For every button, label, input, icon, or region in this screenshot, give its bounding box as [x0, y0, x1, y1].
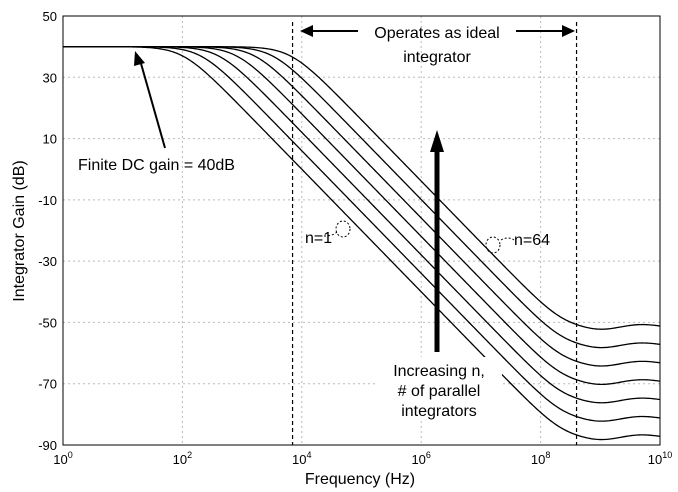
n1-label: n=1	[305, 230, 332, 247]
gain-curves	[63, 45, 661, 441]
dc-gain-arrow	[139, 59, 166, 149]
increasing-n-line1: Increasing n,	[393, 363, 485, 380]
gain-curve	[63, 45, 661, 386]
increasing-n-label-bg	[378, 357, 502, 419]
y-tick-label: -30	[38, 254, 57, 269]
dc-gain-label: Finite DC gain = 40dB	[78, 157, 235, 174]
dc-gain-arrowhead	[134, 51, 145, 66]
n1-marker	[335, 220, 351, 238]
x-tick-labels: 100 102 104 106 108 1010	[53, 450, 672, 467]
y-tick-label: 30	[43, 70, 57, 85]
x-axis-label: Frequency (Hz)	[305, 471, 415, 488]
n1-leader	[323, 231, 338, 237]
region-arrowhead-left	[300, 25, 313, 37]
gain-curve	[63, 45, 661, 404]
ideal-integrator-annotation: Operates as ideal integrator	[300, 25, 575, 66]
n64-leader	[500, 237, 515, 241]
n64-annotation: n=64	[485, 232, 550, 254]
y-tick-label: -70	[38, 377, 57, 392]
x-tick-label: 102	[173, 450, 192, 467]
y-tick-label: -90	[38, 438, 57, 453]
dc-gain-annotation: Finite DC gain = 40dB	[78, 51, 235, 174]
increasing-n-line2: # of parallel	[398, 383, 481, 400]
gain-curve	[63, 45, 661, 441]
gain-curve	[63, 45, 661, 330]
region-arrowhead-right	[562, 25, 575, 37]
y-tick-label: 50	[43, 9, 57, 24]
x-tick-label: 1010	[648, 450, 672, 467]
increasing-n-line3: integrators	[401, 403, 477, 420]
gain-curve	[63, 45, 661, 349]
gain-curve	[63, 45, 661, 367]
plot-frame	[62, 15, 661, 446]
x-tick-label: 100	[53, 450, 72, 467]
y-axis-label: Integrator Gain (dB)	[11, 160, 28, 301]
grid-lines	[63, 16, 660, 445]
y-tick-label: -10	[38, 193, 57, 208]
y-tick-label: 10	[43, 132, 57, 147]
n64-marker	[485, 236, 501, 254]
x-tick-label: 108	[531, 450, 550, 467]
y-tick-label: -50	[38, 315, 57, 330]
increasing-n-annotation: Increasing n, # of parallel integrators	[378, 130, 502, 420]
integrator-region-boundaries	[291, 22, 578, 445]
x-tick-label: 106	[411, 450, 430, 467]
region-label-line2: integrator	[403, 49, 471, 66]
x-tick-label: 104	[292, 450, 311, 467]
increasing-n-arrowhead	[430, 130, 444, 152]
n64-label: n=64	[514, 232, 550, 249]
n1-annotation: n=1	[305, 220, 351, 247]
y-tick-labels: 50 30 10 -10 -30 -50 -70 -90	[38, 9, 57, 453]
region-label-line1: Operates as ideal	[374, 25, 499, 42]
